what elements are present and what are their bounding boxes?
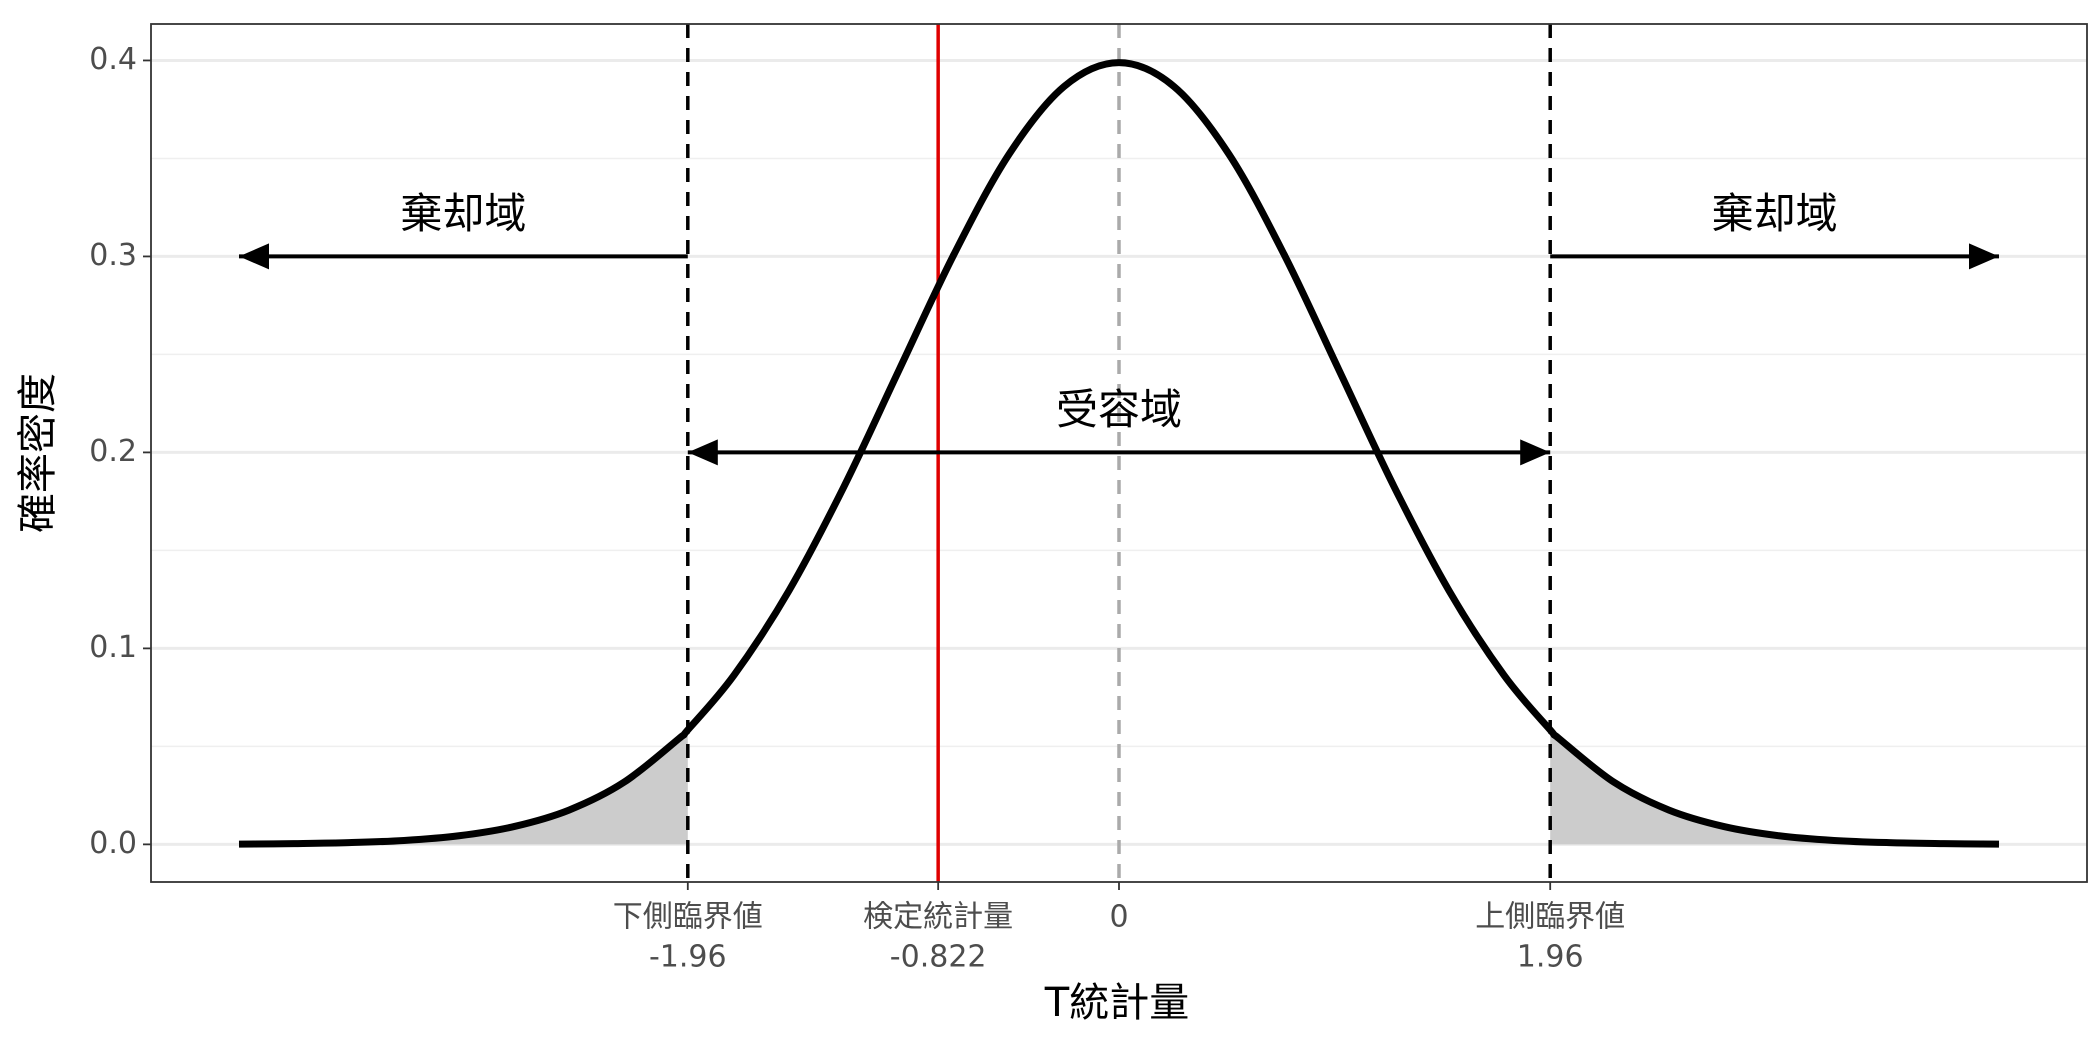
x-tick-label: 下側臨界値 [613,900,763,935]
y-tick-label: 0.0 [89,826,137,861]
density-curve [238,59,2000,848]
rejection-area [1550,729,1999,845]
panel-border [150,23,2088,883]
x-tick-label: 検定統計量 [863,900,1013,935]
y-axis-title: 確率密度 [15,373,61,533]
y-tick-label: 0.4 [89,42,137,77]
arrow-head [1969,243,1999,270]
x-tick-label: 1.96 [1517,940,1584,975]
x-tick-label: -0.822 [890,940,987,975]
annotation: 受容域 [1056,385,1182,434]
y-tick-label: 0.3 [89,238,137,273]
arrow-head [239,243,269,270]
x-tick-label: 上側臨界値 [1475,900,1625,935]
annotation: 棄却域 [1712,189,1838,238]
x-tick-label: -1.96 [649,940,727,975]
y-tick-label: 0.1 [89,630,137,665]
arrow-head [687,439,718,466]
annotation: 棄却域 [400,189,526,238]
y-tick-label: 0.2 [89,434,137,469]
arrow-head [1520,439,1551,466]
rejection-area [239,729,688,845]
x-axis-title: T統計量 [1044,980,1189,1026]
x-tick-label: 0 [1109,900,1128,935]
